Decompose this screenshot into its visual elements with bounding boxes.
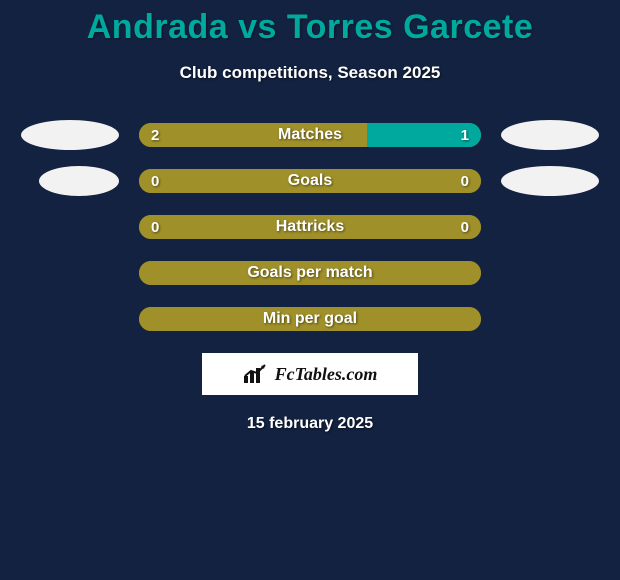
- stat-bar: 00Goals: [139, 169, 481, 193]
- brand-badge[interactable]: FcTables.com: [202, 353, 418, 395]
- stat-label: Goals: [139, 169, 481, 193]
- stat-row: Min per goal: [0, 307, 620, 331]
- stat-label: Matches: [139, 123, 481, 147]
- subtitle: Club competitions, Season 2025: [0, 63, 620, 83]
- stats-list: 21Matches 00Goals 00Hattricks Goals per mat…: [0, 123, 620, 331]
- stat-row: 21Matches: [0, 123, 620, 147]
- player-right-avatar: [501, 166, 599, 196]
- avatar-placeholder: [501, 258, 599, 288]
- stat-bar: Goals per match: [139, 261, 481, 285]
- brand-chart-icon: [243, 364, 269, 384]
- player-left-avatar: [21, 120, 119, 150]
- comparison-card: Andrada vs Torres Garcete Club competiti…: [0, 0, 620, 433]
- stat-row: Goals per match: [0, 261, 620, 285]
- stat-label: Hattricks: [139, 215, 481, 239]
- stat-bar: Min per goal: [139, 307, 481, 331]
- avatar-placeholder: [21, 258, 119, 288]
- avatar-placeholder: [21, 304, 119, 334]
- stat-bar: 21Matches: [139, 123, 481, 147]
- stat-row: 00Hattricks: [0, 215, 620, 239]
- stat-label: Min per goal: [139, 307, 481, 331]
- avatar-placeholder: [501, 304, 599, 334]
- player-right-avatar: [501, 120, 599, 150]
- stat-bar: 00Hattricks: [139, 215, 481, 239]
- player-left-avatar: [39, 166, 119, 196]
- brand-text: FcTables.com: [275, 364, 378, 385]
- stat-row: 00Goals: [0, 169, 620, 193]
- avatar-placeholder: [501, 212, 599, 242]
- avatar-placeholder: [21, 212, 119, 242]
- page-title: Andrada vs Torres Garcete: [0, 8, 620, 47]
- date-label: 15 february 2025: [0, 415, 620, 433]
- stat-label: Goals per match: [139, 261, 481, 285]
